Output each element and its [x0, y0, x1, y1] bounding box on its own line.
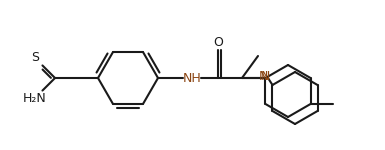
Text: S: S — [32, 51, 39, 64]
Text: H₂N: H₂N — [23, 92, 46, 105]
Text: O: O — [213, 36, 223, 50]
Text: NH: NH — [182, 72, 201, 84]
Text: N: N — [259, 70, 268, 84]
Text: N: N — [260, 70, 269, 84]
